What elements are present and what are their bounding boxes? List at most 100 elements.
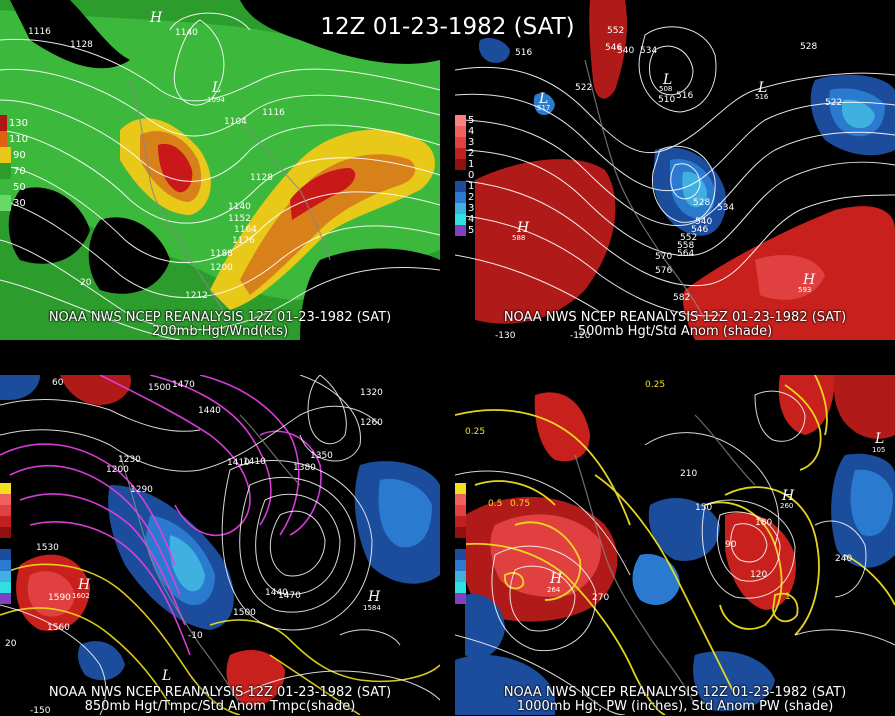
edge-label: -130 (495, 331, 516, 340)
legend-entry: 30 (0, 195, 28, 211)
contour-label: 1500 (233, 608, 256, 618)
contour-label: 522 (575, 83, 592, 93)
map-200mb: 1116 1128 1140 1104 1116 1128 1140 1152 … (0, 0, 440, 340)
contour-label: 0.5 (488, 499, 502, 509)
contour-label: 1116 (28, 27, 51, 37)
contour-label: 1140 (175, 28, 198, 38)
legend-entry: 90 (0, 147, 28, 163)
legend-entry: 4 (455, 126, 483, 137)
legend-entry: 2 (455, 192, 483, 203)
high-center-value: 260 (780, 502, 793, 510)
contour-label: 1200 (210, 263, 233, 273)
contour-label: 522 (825, 98, 842, 108)
contour-label: 150 (695, 503, 712, 513)
legend-entry (0, 582, 28, 593)
legend-entry (0, 505, 28, 516)
legend-entry (455, 505, 483, 516)
contour-label: 1470 (278, 591, 301, 601)
contour-label: 90 (725, 540, 737, 550)
contour-labels-200mb: 1116 1128 1140 1104 1116 1128 1140 1152 … (28, 27, 285, 301)
legend-entry: 50 (0, 179, 28, 195)
high-center-icon: H (77, 577, 91, 593)
contour-label: 1440 (265, 588, 288, 598)
edge-label: -150 (30, 706, 51, 715)
contour-label: 1200 (106, 465, 129, 475)
edge-label: 20 (5, 639, 17, 649)
pressure-centers-500mb: H 588 H 593 L 517 L 508 L 516 (512, 72, 816, 294)
high-center-icon: H (549, 571, 563, 587)
high-center-icon: H (516, 220, 530, 236)
contour-label: 540 (617, 46, 634, 56)
contour-label: 546 (605, 43, 622, 53)
high-center-icon: H (149, 10, 163, 26)
panel-subcaption: 1000mb Hgt, PW (inches), Std Anom PW (sh… (516, 699, 834, 714)
contour-label: 1410 (227, 458, 250, 468)
panel-subcaption: 500mb Hgt/Std Anom (shade) (577, 324, 773, 339)
contour-label: 1104 (224, 117, 247, 127)
map-1000mb: 0.25 0.5 0.75 1 90 120 150 180 210 240 2… (455, 375, 895, 715)
contour-label: 1176 (232, 236, 255, 246)
contour-label: 1188 (210, 249, 233, 259)
contour-label: 528 (693, 198, 710, 208)
contour-label: 516 (515, 48, 532, 58)
map-500mb: 552 546 540 534 510 516 522 528 534 540 … (455, 0, 895, 340)
contour-label: 564 (677, 249, 694, 259)
legend-entry: 110 (0, 131, 28, 147)
contour-label: 1290 (130, 485, 153, 495)
contour-label: 582 (673, 293, 690, 303)
page-title: 12Z 01-23-1982 (SAT) (320, 14, 575, 40)
low-center-value: 517 (537, 104, 550, 112)
contour-label: 1470 (172, 380, 195, 390)
legend-entry (0, 538, 28, 549)
contour-label: 540 (695, 217, 712, 227)
panel-subcaption: 850mb Hgt/Tmpc/Std Anom Tmpc(shade) (84, 699, 356, 714)
contour-label: 1116 (262, 108, 285, 118)
pressure-centers-1000mb: H 264 H 260 L 105 (547, 431, 885, 594)
contour-label: 1560 (47, 623, 70, 633)
contour-label: 1440 (198, 406, 221, 416)
contour-label: 1380 (293, 463, 316, 473)
high-center-value: 593 (798, 286, 811, 294)
high-center-value: 1584 (363, 604, 381, 612)
legend-entry (0, 560, 28, 571)
contour-label: 0.75 (510, 499, 530, 509)
edge-label: 60 (52, 378, 64, 388)
legend-entry (455, 538, 483, 549)
low-center-value: 1094 (207, 96, 225, 104)
contour-label: 270 (592, 593, 609, 603)
panel-500mb: 552 546 540 534 510 516 522 528 534 540 … (455, 0, 895, 340)
legend-entry: 70 (0, 163, 28, 179)
contour-label: 1212 (185, 291, 208, 301)
contour-label: 180 (755, 518, 772, 528)
edge-label: -10 (188, 631, 203, 641)
contour-label: 552 (607, 26, 624, 36)
legend-entry: 5 (455, 225, 483, 236)
contour-label: 1320 (360, 388, 383, 398)
contour-label: 552 (680, 233, 697, 243)
contour-label: 210 (680, 469, 697, 479)
low-center-icon: L (662, 72, 672, 88)
low-center-icon: L (757, 80, 767, 96)
legend-entry (455, 516, 483, 527)
contour-label: 1140 (228, 202, 251, 212)
contour-label: 1230 (118, 455, 141, 465)
contour-label: 510 (658, 95, 675, 105)
pressure-centers-200mb: H L 1094 (149, 10, 225, 104)
legend-entry (0, 593, 28, 604)
contour-label: 528 (800, 42, 817, 52)
low-center-value: 508 (659, 85, 672, 93)
high-center-icon: H (781, 488, 795, 504)
legend-entry: 3 (455, 203, 483, 214)
contour-label: 570 (655, 252, 672, 262)
contour-label: 1590 (48, 593, 71, 603)
contour-label: 1410 (243, 457, 266, 467)
contour-label: 1530 (36, 543, 59, 553)
panel-850mb: 1500 1470 1440 1410 1380 1350 1320 1290 … (0, 375, 440, 715)
legend-entry: 2 (455, 148, 483, 159)
contour-label: 1152 (228, 214, 251, 224)
legend-entry: 4 (455, 214, 483, 225)
contour-label: 546 (691, 225, 708, 235)
legend-entry (0, 527, 28, 538)
high-center-value: 588 (512, 234, 525, 242)
legend-entry (0, 516, 28, 527)
